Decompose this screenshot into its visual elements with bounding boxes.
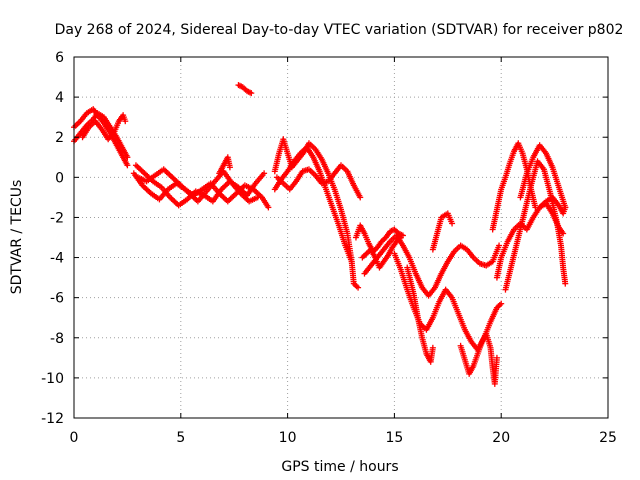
data-point [226,164,233,171]
data-point [122,118,129,125]
x-tick-label: 25 [599,430,617,446]
data-point [496,242,503,249]
data-point [498,300,505,307]
data-point [254,194,261,201]
data-point [493,354,500,361]
data-point [449,220,456,227]
y-tick-label: -4 [50,251,64,267]
y-tick-label: 2 [55,130,64,146]
x-tick-label: 20 [492,430,510,446]
x-tick-label: 5 [176,430,185,446]
x-tick-label: 15 [385,430,403,446]
y-tick-label: 6 [55,50,64,66]
chart-title: Day 268 of 2024, Sidereal Day-to-day VTE… [55,22,624,38]
y-tick-label: -6 [50,291,64,307]
y-tick-label: 0 [55,170,64,186]
data-point [124,162,131,169]
data-point [261,170,268,177]
x-tick-label: 0 [70,430,79,446]
grid-lines [74,57,608,418]
y-axis-label: SDTVAR / TECUs [9,180,25,295]
y-tick-label: -2 [50,210,64,226]
data-point [429,344,436,351]
data-point [562,280,569,287]
data-point [248,90,255,97]
x-tick-labels: 0 5 10 15 20 25 [70,430,617,446]
x-tick-label: 10 [279,430,297,446]
data-point [265,204,272,211]
data-point [355,284,362,291]
y-tick-labels: -12 -10 -8 -6 -4 -2 0 2 4 6 [41,50,64,427]
data-point [348,258,355,265]
data-point [357,194,364,201]
data-points [71,82,569,387]
axis-ticks [73,56,609,419]
x-axis-label: GPS time / hours [281,459,398,475]
data-point [124,154,131,161]
y-tick-label: -10 [41,371,64,387]
data-point [562,204,569,211]
y-tick-label: -8 [50,331,64,347]
y-tick-label: -12 [41,411,64,427]
y-tick-label: 4 [55,90,64,106]
plot-frame [73,56,609,419]
